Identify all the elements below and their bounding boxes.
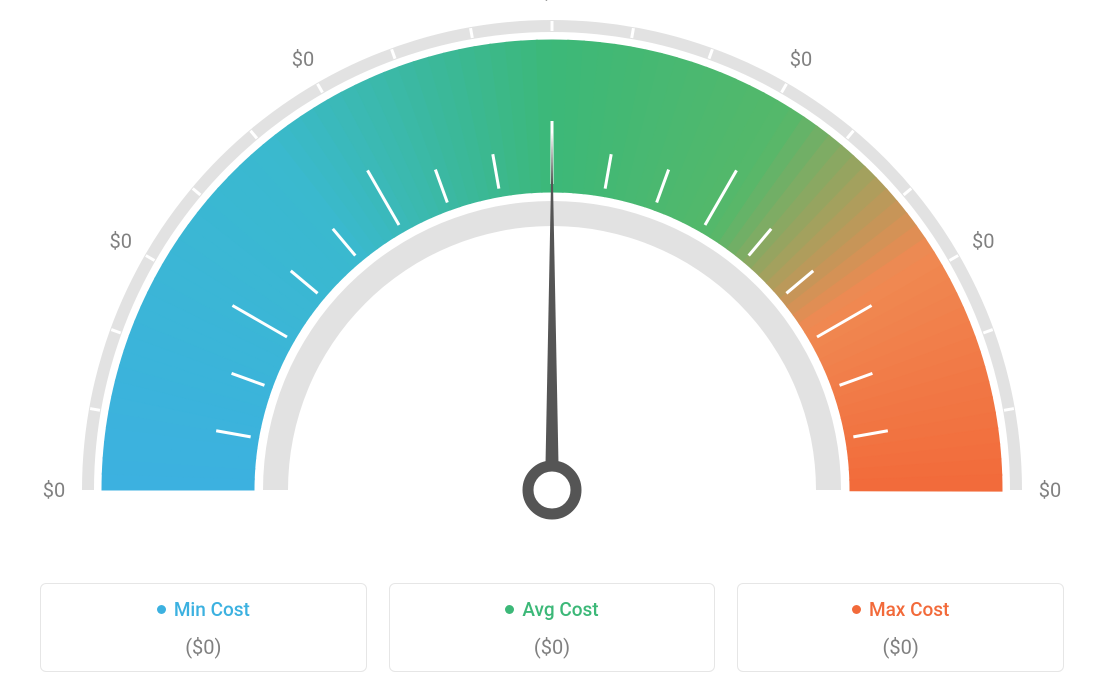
legend-dot-min [157,605,166,614]
legend-value-max: ($0) [748,635,1053,659]
legend-title-avg: Avg Cost [505,598,598,621]
legend-value-avg: ($0) [400,635,705,659]
gauge-tick-label: $0 [292,47,314,71]
legend-card-avg: Avg Cost ($0) [389,583,716,672]
gauge-tick-label: $0 [109,229,131,253]
legend-card-min: Min Cost ($0) [40,583,367,672]
legend-label-avg: Avg Cost [522,598,598,621]
gauge-tick-label: $0 [43,478,65,502]
legend-title-max: Max Cost [852,598,949,621]
legend-dot-max [852,605,861,614]
legend-title-min: Min Cost [157,598,250,621]
gauge-tick-label: $0 [790,47,812,71]
gauge-tick-label: $0 [1039,478,1061,502]
gauge-svg [0,10,1104,570]
legend-dot-avg [505,605,514,614]
gauge-area: $0 $0 $0 $0 $0 $0 $0 [0,0,1104,560]
gauge-tick-label: $0 [541,0,563,4]
legend-value-min: ($0) [51,635,356,659]
legend-card-max: Max Cost ($0) [737,583,1064,672]
legend-row: Min Cost ($0) Avg Cost ($0) Max Cost ($0… [40,583,1064,672]
gauge-tick-label: $0 [972,229,994,253]
legend-label-min: Min Cost [174,598,250,621]
legend-label-max: Max Cost [869,598,949,621]
gauge-chart-container: $0 $0 $0 $0 $0 $0 $0 Min Cost ($0) Avg Cost ($… [0,0,1104,690]
